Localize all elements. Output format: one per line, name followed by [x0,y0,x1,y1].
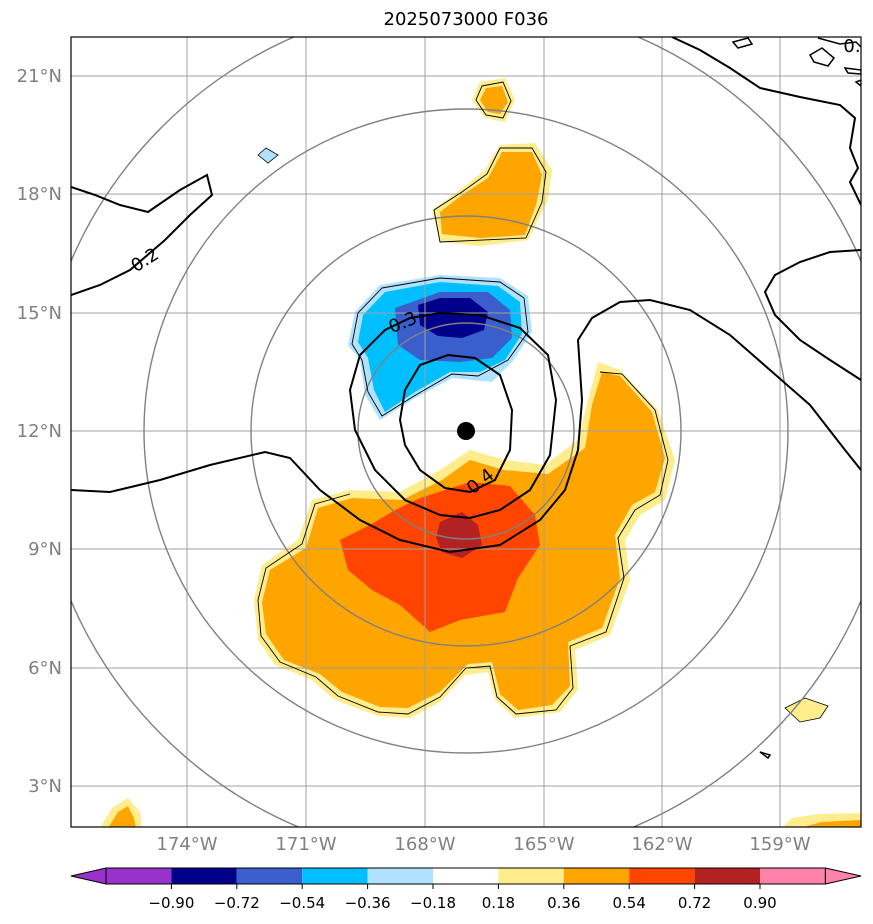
colorbar-label: 0.36 [547,894,580,912]
lon-tick-label: 174°W [156,834,217,855]
lat-tick-label: 3°N [28,776,62,797]
storm-center-marker [457,422,475,440]
colorbar-label: −0.18 [410,894,456,912]
lat-tick-label: 15°N [17,303,62,324]
latitude-axis: 3°N 6°N 9°N 12°N 15°N 18°N 21°N [17,66,62,797]
lat-tick-label: 21°N [17,66,62,87]
colorbar-swatch [433,868,499,884]
lon-tick-label: 162°W [631,834,692,855]
lon-tick-label: 159°W [749,834,810,855]
longitude-axis: 174°W 171°W 168°W 165°W 162°W 159°W [156,834,810,855]
negative-anomaly-blob [257,147,279,164]
anomaly-outline [257,371,669,715]
colorbar-swatch [106,868,172,884]
colorbar-label: 0.54 [612,894,645,912]
colorbar-swatch [498,868,564,884]
lat-tick-label: 18°N [17,184,62,205]
colorbar-label: −0.90 [148,894,194,912]
lon-tick-label: 168°W [394,834,455,855]
colorbar-label: −0.72 [214,894,260,912]
colorbar-swatch [367,868,433,884]
colorbar-label: 0.72 [678,894,711,912]
colorbar-swatch [629,868,695,884]
colorbar-label: 0.18 [482,894,515,912]
colorbar-max-extend [824,867,862,885]
colorbar: −0.90 −0.72 −0.54 −0.36 −0.18 0.18 0.36 … [70,867,862,912]
colorbar-swatch [171,868,237,884]
colorbar-swatch [236,868,303,884]
colorbar-swatch [694,868,760,884]
colorbar-swatch [563,868,630,884]
colorbar-label: −0.54 [279,894,325,912]
contour-label: 0. [843,36,860,57]
contour-lines [71,37,861,554]
colorbar-swatch [302,868,368,884]
range-rings [71,37,861,827]
coastline [731,37,861,760]
lat-tick-label: 6°N [28,658,62,679]
lat-tick-label: 12°N [17,421,62,442]
map-title: 2025073000 F036 [383,9,549,30]
lon-tick-label: 165°W [513,834,574,855]
colorbar-swatch [760,868,826,884]
colorbar-min-extend [70,867,107,885]
map-frame [70,36,862,828]
colorbar-label: −0.36 [345,894,391,912]
map-plot-area: 0.2 0.3 0.4 0. [71,36,861,827]
lat-tick-label: 9°N [28,539,62,560]
colorbar-label: 0.90 [743,894,776,912]
anomaly-fill [100,78,861,827]
lon-tick-label: 171°W [275,834,336,855]
